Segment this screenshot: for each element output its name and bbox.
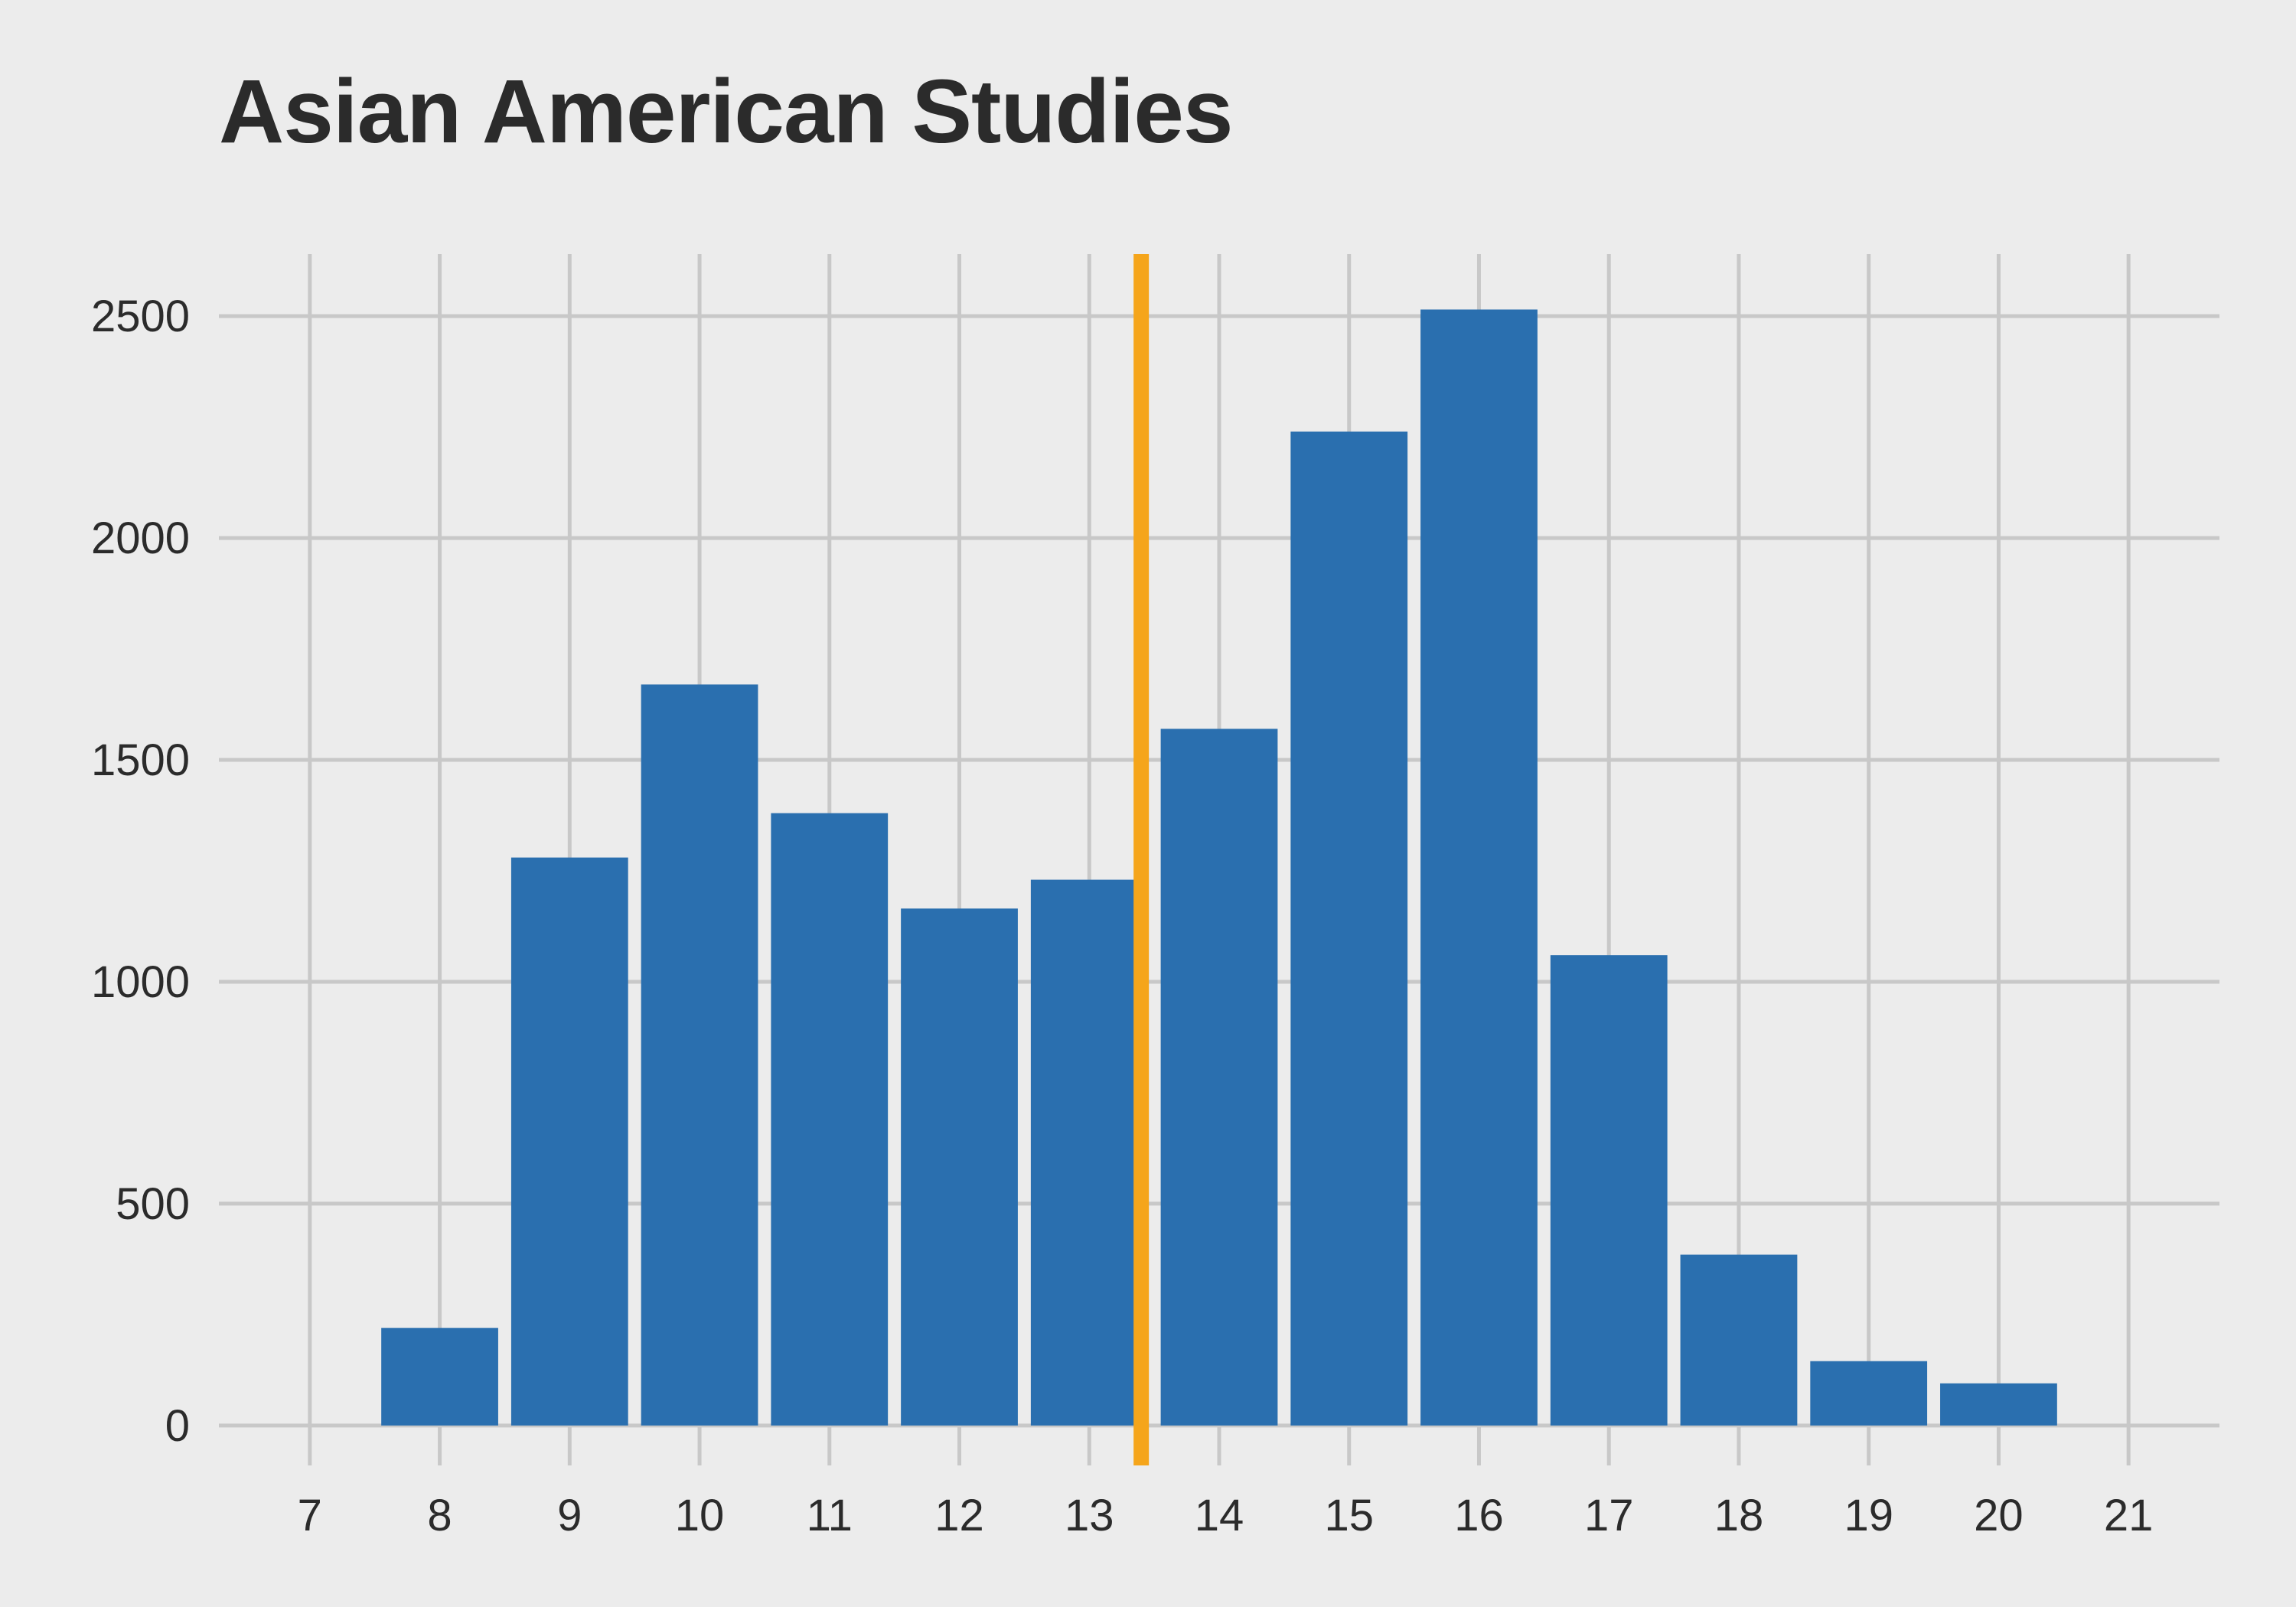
x-tick-label: 21 [2104, 1491, 2154, 1540]
bar-15 [1290, 431, 1408, 1426]
bar-16 [1420, 309, 1538, 1426]
y-tick-label: 2500 [91, 292, 190, 341]
x-tick-label: 20 [1974, 1491, 2024, 1540]
bar-13 [1030, 879, 1148, 1426]
bar-9 [510, 857, 628, 1426]
x-tick-label: 17 [1584, 1491, 1634, 1540]
bar-14 [1160, 729, 1278, 1426]
bar-17 [1550, 955, 1668, 1426]
x-tick-label: 7 [298, 1491, 322, 1540]
bar-19 [1810, 1361, 1928, 1426]
x-tick-label: 14 [1195, 1491, 1244, 1540]
y-tick-label: 500 [116, 1179, 190, 1229]
x-tick-label: 12 [934, 1491, 984, 1540]
bar-18 [1680, 1254, 1798, 1426]
x-tick-label: 10 [675, 1491, 725, 1540]
x-tick-label: 11 [807, 1491, 853, 1540]
y-tick-label: 1000 [91, 957, 190, 1007]
x-tick-label: 15 [1324, 1491, 1374, 1540]
y-tick-label: 0 [165, 1401, 190, 1451]
bar-12 [901, 908, 1018, 1426]
x-tick-label: 13 [1065, 1491, 1114, 1540]
x-tick-label: 16 [1454, 1491, 1504, 1540]
x-axis-ticks: 7 8 9 10 11 12 13 14 15 16 17 18 19 20 21 [298, 1491, 2154, 1540]
y-axis-ticks: 0 500 1000 1500 2000 2500 [91, 292, 190, 1451]
bars [381, 309, 2057, 1426]
y-tick-label: 1500 [91, 735, 190, 785]
x-tick-label: 18 [1714, 1491, 1764, 1540]
bar-20 [1940, 1383, 2057, 1426]
y-tick-label: 2000 [91, 513, 190, 563]
chart-title: Asian American Studies [219, 61, 1234, 162]
bar-10 [641, 684, 758, 1426]
x-tick-label: 19 [1844, 1491, 1893, 1540]
x-tick-label: 8 [427, 1491, 452, 1540]
bar-8 [381, 1328, 498, 1426]
x-tick-label: 9 [557, 1491, 582, 1540]
bar-11 [771, 813, 889, 1426]
